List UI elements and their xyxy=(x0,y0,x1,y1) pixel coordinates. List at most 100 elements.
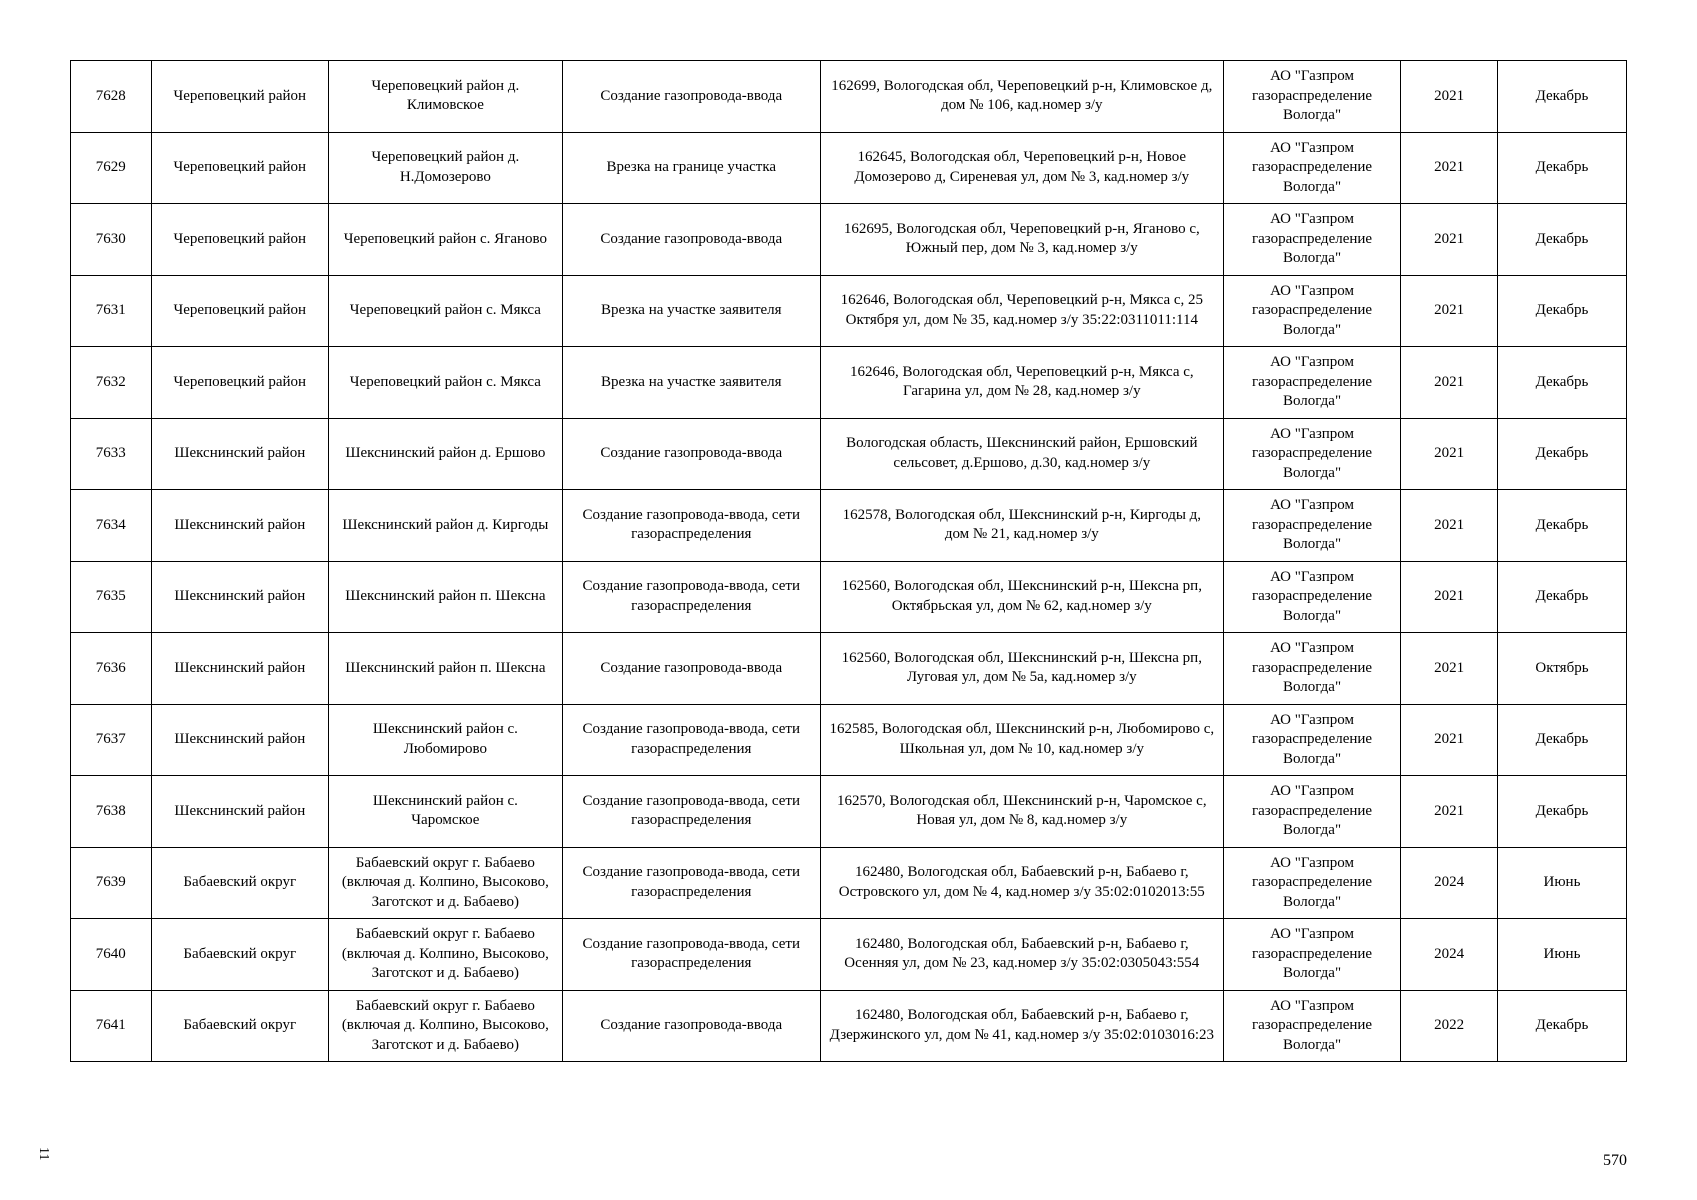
cell-year: 2021 xyxy=(1401,204,1498,276)
side-mark: 11 xyxy=(35,1147,51,1160)
cell-year: 2021 xyxy=(1401,633,1498,705)
cell-work: Создание газопровода-ввода, сети газорас… xyxy=(562,561,820,633)
cell-district: Шекснинский район xyxy=(151,490,328,562)
cell-district: Шекснинский район xyxy=(151,776,328,848)
cell-location: Череповецкий район с. Мякса xyxy=(328,275,562,347)
table-row: 7641Бабаевский округБабаевский округ г. … xyxy=(71,990,1627,1062)
cell-location: Череповецкий район с. Яганово xyxy=(328,204,562,276)
cell-work: Врезка на границе участка xyxy=(562,132,820,204)
cell-district: Череповецкий район xyxy=(151,275,328,347)
table-row: 7635Шекснинский районШекснинский район п… xyxy=(71,561,1627,633)
cell-number: 7637 xyxy=(71,704,152,776)
cell-address: 162480, Вологодская обл, Бабаевский р-н,… xyxy=(820,919,1223,991)
cell-month: Декабрь xyxy=(1497,418,1626,490)
cell-month: Декабрь xyxy=(1497,776,1626,848)
cell-month: Декабрь xyxy=(1497,204,1626,276)
cell-organization: АО "Газпром газораспределение Вологда" xyxy=(1223,132,1400,204)
cell-month: Декабрь xyxy=(1497,347,1626,419)
cell-year: 2021 xyxy=(1401,490,1498,562)
table-row: 7630Череповецкий районЧереповецкий район… xyxy=(71,204,1627,276)
cell-organization: АО "Газпром газораспределение Вологда" xyxy=(1223,347,1400,419)
cell-district: Шекснинский район xyxy=(151,633,328,705)
cell-organization: АО "Газпром газораспределение Вологда" xyxy=(1223,61,1400,133)
cell-number: 7634 xyxy=(71,490,152,562)
cell-address: 162699, Вологодская обл, Череповецкий р-… xyxy=(820,61,1223,133)
cell-organization: АО "Газпром газораспределение Вологда" xyxy=(1223,919,1400,991)
cell-work: Создание газопровода-ввода xyxy=(562,61,820,133)
cell-organization: АО "Газпром газораспределение Вологда" xyxy=(1223,847,1400,919)
cell-location: Бабаевский округ г. Бабаево (включая д. … xyxy=(328,919,562,991)
cell-address: 162578, Вологодская обл, Шекснинский р-н… xyxy=(820,490,1223,562)
cell-number: 7630 xyxy=(71,204,152,276)
cell-year: 2024 xyxy=(1401,919,1498,991)
table-row: 7639Бабаевский округБабаевский округ г. … xyxy=(71,847,1627,919)
cell-work: Создание газопровода-ввода, сети газорас… xyxy=(562,919,820,991)
cell-number: 7641 xyxy=(71,990,152,1062)
cell-location: Шекснинский район д. Киргоды xyxy=(328,490,562,562)
cell-district: Череповецкий район xyxy=(151,204,328,276)
cell-district: Шекснинский район xyxy=(151,561,328,633)
cell-work: Создание газопровода-ввода, сети газорас… xyxy=(562,847,820,919)
cell-address: 162646, Вологодская обл, Череповецкий р-… xyxy=(820,275,1223,347)
cell-number: 7636 xyxy=(71,633,152,705)
cell-work: Создание газопровода-ввода xyxy=(562,204,820,276)
table-row: 7634Шекснинский районШекснинский район д… xyxy=(71,490,1627,562)
cell-district: Череповецкий район xyxy=(151,132,328,204)
cell-location: Бабаевский округ г. Бабаево (включая д. … xyxy=(328,847,562,919)
cell-year: 2021 xyxy=(1401,776,1498,848)
page-number: 570 xyxy=(1603,1152,1627,1170)
cell-month: Декабрь xyxy=(1497,275,1626,347)
cell-number: 7639 xyxy=(71,847,152,919)
cell-number: 7628 xyxy=(71,61,152,133)
table-row: 7629Череповецкий районЧереповецкий район… xyxy=(71,132,1627,204)
cell-month: Июнь xyxy=(1497,919,1626,991)
cell-year: 2021 xyxy=(1401,61,1498,133)
cell-location: Шекснинский район с. Любомирово xyxy=(328,704,562,776)
cell-district: Череповецкий район xyxy=(151,61,328,133)
cell-work: Создание газопровода-ввода xyxy=(562,990,820,1062)
cell-year: 2021 xyxy=(1401,275,1498,347)
cell-location: Бабаевский округ г. Бабаево (включая д. … xyxy=(328,990,562,1062)
cell-year: 2022 xyxy=(1401,990,1498,1062)
cell-organization: АО "Газпром газораспределение Вологда" xyxy=(1223,633,1400,705)
cell-work: Создание газопровода-ввода, сети газорас… xyxy=(562,704,820,776)
cell-work: Создание газопровода-ввода, сети газорас… xyxy=(562,776,820,848)
cell-organization: АО "Газпром газораспределение Вологда" xyxy=(1223,704,1400,776)
cell-work: Создание газопровода-ввода xyxy=(562,418,820,490)
cell-location: Шекснинский район п. Шексна xyxy=(328,633,562,705)
table-row: 7628Череповецкий районЧереповецкий район… xyxy=(71,61,1627,133)
cell-district: Бабаевский округ xyxy=(151,847,328,919)
cell-address: 162570, Вологодская обл, Шекснинский р-н… xyxy=(820,776,1223,848)
cell-location: Шекснинский район д. Ершово xyxy=(328,418,562,490)
cell-organization: АО "Газпром газораспределение Вологда" xyxy=(1223,418,1400,490)
cell-work: Создание газопровода-ввода, сети газорас… xyxy=(562,490,820,562)
cell-month: Октябрь xyxy=(1497,633,1626,705)
cell-work: Врезка на участке заявителя xyxy=(562,275,820,347)
cell-month: Декабрь xyxy=(1497,61,1626,133)
cell-address: Вологодская область, Шекснинский район, … xyxy=(820,418,1223,490)
table-row: 7632Череповецкий районЧереповецкий район… xyxy=(71,347,1627,419)
cell-work: Врезка на участке заявителя xyxy=(562,347,820,419)
table-row: 7638Шекснинский районШекснинский район с… xyxy=(71,776,1627,848)
cell-location: Череповецкий район с. Мякса xyxy=(328,347,562,419)
cell-organization: АО "Газпром газораспределение Вологда" xyxy=(1223,275,1400,347)
cell-number: 7635 xyxy=(71,561,152,633)
cell-district: Бабаевский округ xyxy=(151,919,328,991)
cell-organization: АО "Газпром газораспределение Вологда" xyxy=(1223,990,1400,1062)
cell-year: 2021 xyxy=(1401,132,1498,204)
cell-month: Июнь xyxy=(1497,847,1626,919)
cell-organization: АО "Газпром газораспределение Вологда" xyxy=(1223,776,1400,848)
cell-year: 2021 xyxy=(1401,347,1498,419)
cell-month: Декабрь xyxy=(1497,704,1626,776)
cell-month: Декабрь xyxy=(1497,561,1626,633)
table-row: 7640Бабаевский округБабаевский округ г. … xyxy=(71,919,1627,991)
cell-organization: АО "Газпром газораспределение Вологда" xyxy=(1223,204,1400,276)
cell-district: Бабаевский округ xyxy=(151,990,328,1062)
table-row: 7631Череповецкий районЧереповецкий район… xyxy=(71,275,1627,347)
cell-address: 162480, Вологодская обл, Бабаевский р-н,… xyxy=(820,990,1223,1062)
cell-address: 162560, Вологодская обл, Шекснинский р-н… xyxy=(820,633,1223,705)
cell-address: 162560, Вологодская обл, Шекснинский р-н… xyxy=(820,561,1223,633)
cell-organization: АО "Газпром газораспределение Вологда" xyxy=(1223,561,1400,633)
cell-month: Декабрь xyxy=(1497,132,1626,204)
cell-year: 2021 xyxy=(1401,704,1498,776)
